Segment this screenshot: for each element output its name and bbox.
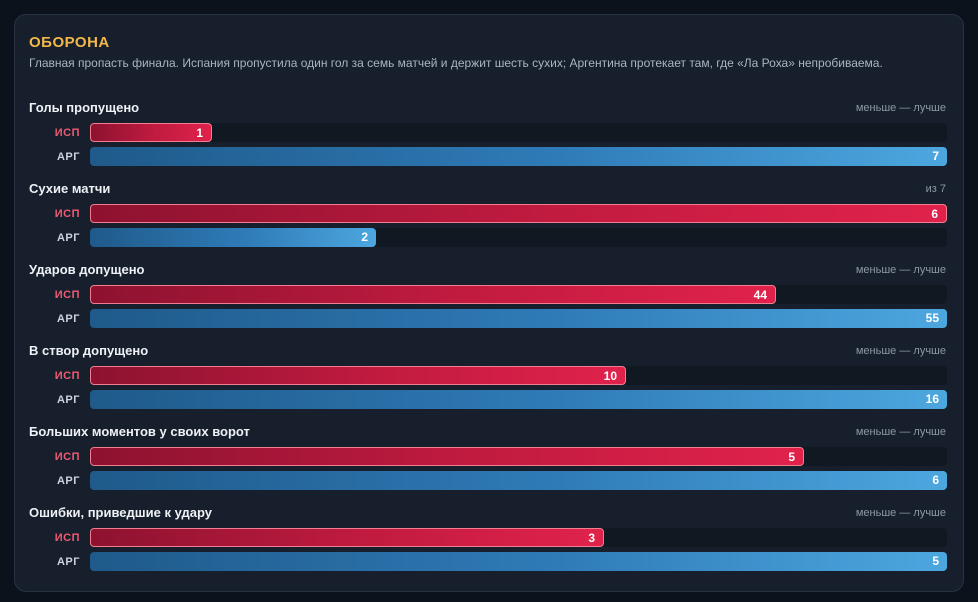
metric-name: Ударов допущено xyxy=(29,262,145,277)
bar-esp: 1 xyxy=(90,123,212,142)
bar-esp: 3 xyxy=(90,528,604,547)
bar-value-label: 10 xyxy=(603,369,617,383)
bar-value-label: 55 xyxy=(925,311,939,325)
metric-note: меньше — лучше xyxy=(855,426,946,438)
bar-track: 5 xyxy=(90,447,947,466)
metric-name: В створ допущено xyxy=(29,343,149,358)
bar-value-label: 5 xyxy=(932,554,939,568)
team-label-esp: ИСП xyxy=(54,289,80,301)
team-label-arg: АРГ xyxy=(56,151,80,163)
bar-value-label: 1 xyxy=(196,126,203,140)
bar-track: 1 xyxy=(90,123,947,142)
bar-arg: 6 xyxy=(90,471,947,490)
metric-note: меньше — лучше xyxy=(855,102,946,114)
bar-arg: 7 xyxy=(90,147,947,166)
bar-arg: 5 xyxy=(90,552,947,571)
bar-track: 6 xyxy=(90,471,947,490)
metric-name: Ошибки, приведшие к удару xyxy=(29,505,212,520)
team-label-esp: ИСП xyxy=(54,451,80,463)
bar-track: 44 xyxy=(90,285,947,304)
metric-note: меньше — лучше xyxy=(855,507,946,519)
bar-track: 5 xyxy=(90,552,947,571)
team-label-esp: ИСП xyxy=(54,127,80,139)
bar-track: 7 xyxy=(90,147,947,166)
team-label-esp: ИСП xyxy=(54,532,80,544)
team-label-arg: АРГ xyxy=(56,313,80,325)
team-label-esp: ИСП xyxy=(54,208,80,220)
team-label-arg: АРГ xyxy=(56,556,80,568)
team-label-arg: АРГ xyxy=(56,475,80,487)
team-label-esp: ИСП xyxy=(54,370,80,382)
bar-arg: 55 xyxy=(90,309,947,328)
bar-track: 55 xyxy=(90,309,947,328)
bar-value-label: 16 xyxy=(925,392,939,406)
metric-name: Сухие матчи xyxy=(29,181,111,196)
bar-arg: 16 xyxy=(90,390,947,409)
bar-value-label: 44 xyxy=(753,288,767,302)
metric-note: меньше — лучше xyxy=(855,345,946,357)
bar-track: 16 xyxy=(90,390,947,409)
metric-name: Голы пропущено xyxy=(29,100,140,115)
bar-track: 2 xyxy=(90,228,947,247)
bar-esp: 5 xyxy=(90,447,804,466)
bar-track: 10 xyxy=(90,366,947,385)
section-subtitle: Главная пропасть финала. Испания пропуст… xyxy=(29,56,883,70)
team-label-arg: АРГ xyxy=(56,232,80,244)
bar-track: 6 xyxy=(90,204,947,223)
bar-esp: 44 xyxy=(90,285,776,304)
bar-value-label: 3 xyxy=(588,531,595,545)
bar-esp: 6 xyxy=(90,204,947,223)
bar-value-label: 2 xyxy=(361,230,368,244)
bar-value-label: 5 xyxy=(788,450,795,464)
bar-esp: 10 xyxy=(90,366,626,385)
metric-name: Больших моментов у своих ворот xyxy=(29,424,250,439)
section-title: ОБОРОНА xyxy=(29,34,110,51)
bar-value-label: 7 xyxy=(932,149,939,163)
metric-note: меньше — лучше xyxy=(855,264,946,276)
bar-value-label: 6 xyxy=(932,473,939,487)
team-label-arg: АРГ xyxy=(56,394,80,406)
metric-note: из 7 xyxy=(925,183,946,195)
bar-track: 3 xyxy=(90,528,947,547)
bar-arg: 2 xyxy=(90,228,376,247)
bar-value-label: 6 xyxy=(931,207,938,221)
